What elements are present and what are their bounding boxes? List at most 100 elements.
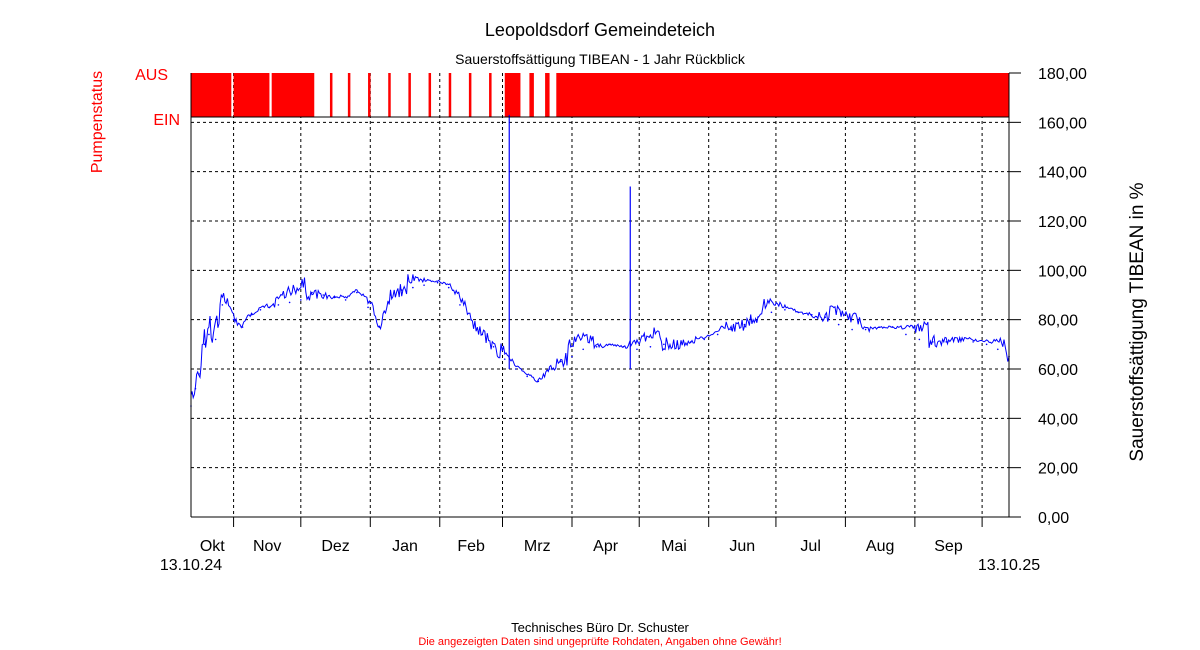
series-line bbox=[190, 274, 1010, 400]
data-point bbox=[905, 333, 907, 336]
data-point bbox=[333, 296, 336, 299]
data-point bbox=[972, 341, 974, 343]
y-tick-label: 140,00 bbox=[1038, 165, 1087, 182]
pump-on-bar bbox=[347, 73, 351, 117]
data-point bbox=[492, 346, 495, 348]
x-month-label: Jul bbox=[800, 538, 820, 555]
data-point bbox=[932, 341, 934, 343]
data-point bbox=[622, 346, 625, 348]
x-start-label: 13.10.24 bbox=[160, 557, 222, 574]
pump-on-bar bbox=[271, 73, 315, 117]
data-point bbox=[447, 286, 450, 289]
y-tick-label: 40,00 bbox=[1038, 411, 1078, 428]
data-point bbox=[344, 299, 347, 301]
data-point bbox=[703, 338, 706, 341]
pump-on-bar bbox=[233, 73, 270, 117]
data-point bbox=[241, 326, 244, 328]
pump-on-bar bbox=[468, 73, 472, 117]
chart-subtitle: Sauerstoffsättigung TIBEAN - 1 Jahr Rück… bbox=[455, 51, 746, 67]
data-point bbox=[958, 338, 961, 341]
data-point bbox=[300, 299, 302, 301]
data-point bbox=[311, 291, 313, 294]
data-point bbox=[548, 368, 551, 370]
data-point bbox=[268, 306, 271, 309]
x-month-label: Apr bbox=[593, 538, 619, 555]
data-point bbox=[203, 343, 206, 346]
data-point bbox=[878, 326, 880, 328]
data-point bbox=[837, 323, 840, 326]
pump-on-bar bbox=[408, 73, 411, 117]
pump-on-bar bbox=[556, 73, 1009, 117]
chart-title: Leopoldsdorf Gemeindeteich bbox=[485, 20, 715, 40]
pump-on-bar bbox=[545, 73, 550, 117]
data-point bbox=[730, 328, 732, 331]
y-tick-label: 0,00 bbox=[1038, 510, 1069, 527]
data-point bbox=[208, 333, 210, 336]
data-point bbox=[757, 316, 759, 319]
data-point bbox=[743, 323, 746, 326]
data-point bbox=[945, 341, 948, 343]
pump-on-bar bbox=[489, 73, 492, 117]
data-point bbox=[716, 333, 719, 336]
pump-on-bar bbox=[504, 73, 521, 117]
pump-status-label: Pumpenstatus bbox=[89, 71, 106, 173]
y-tick-label: 100,00 bbox=[1038, 263, 1087, 280]
data-point bbox=[526, 375, 528, 378]
y-tick-label: 160,00 bbox=[1038, 115, 1087, 132]
data-point bbox=[378, 326, 381, 328]
data-point bbox=[824, 316, 827, 319]
data-point bbox=[864, 328, 867, 331]
data-point bbox=[356, 291, 358, 294]
data-point bbox=[770, 311, 773, 314]
footer-credit: Technisches Büro Dr. Schuster bbox=[511, 620, 689, 635]
y-tick-label: 60,00 bbox=[1038, 362, 1078, 379]
x-month-label: Dez bbox=[321, 538, 349, 555]
grid bbox=[191, 73, 1009, 517]
x-month-label: Aug bbox=[866, 538, 894, 555]
data-point bbox=[996, 348, 999, 351]
data-point bbox=[221, 304, 224, 306]
data-point bbox=[676, 343, 679, 346]
data-point bbox=[636, 348, 638, 351]
x-month-label: Nov bbox=[253, 538, 281, 555]
y-tick-label: 80,00 bbox=[1038, 313, 1078, 330]
data-point bbox=[367, 306, 369, 309]
pump-on-bar bbox=[388, 73, 391, 117]
data-point bbox=[515, 368, 517, 370]
data-point bbox=[985, 343, 988, 346]
data-point bbox=[582, 348, 584, 351]
data-point bbox=[194, 387, 197, 390]
pump-on-bar bbox=[368, 73, 371, 117]
data-point bbox=[481, 333, 484, 336]
data-point bbox=[436, 281, 439, 284]
data-point bbox=[503, 358, 506, 360]
series-layer bbox=[190, 114, 1010, 407]
data-point bbox=[851, 328, 853, 331]
data-point bbox=[609, 343, 611, 346]
pump-high-label: AUS bbox=[135, 67, 168, 84]
x-month-label: Mai bbox=[661, 538, 687, 555]
data-point bbox=[459, 304, 461, 306]
x-month-label: Sep bbox=[934, 538, 963, 555]
data-point bbox=[918, 338, 921, 341]
y-axis-label: Sauerstoffsättigung TIBEAN in % bbox=[1127, 182, 1148, 461]
data-point bbox=[250, 313, 253, 316]
pump-on-bar bbox=[428, 73, 432, 117]
x-month-label: Mrz bbox=[524, 538, 551, 555]
data-point bbox=[797, 311, 800, 314]
footer-disclaimer: Die angezeigten Daten sind ungeprüfte Ro… bbox=[418, 636, 781, 648]
pump-on-bar bbox=[529, 73, 534, 117]
y-tick-label: 180,00 bbox=[1038, 66, 1087, 83]
data-point bbox=[412, 286, 414, 289]
data-point bbox=[199, 373, 201, 375]
data-point bbox=[810, 313, 813, 316]
pump-on-bar bbox=[448, 73, 452, 117]
data-point bbox=[277, 304, 280, 306]
pump-low-label: EIN bbox=[153, 112, 180, 129]
data-point bbox=[663, 343, 665, 346]
data-point bbox=[400, 289, 403, 291]
data-point bbox=[322, 294, 325, 296]
pump-on-bar bbox=[191, 73, 232, 117]
data-point bbox=[288, 301, 291, 304]
